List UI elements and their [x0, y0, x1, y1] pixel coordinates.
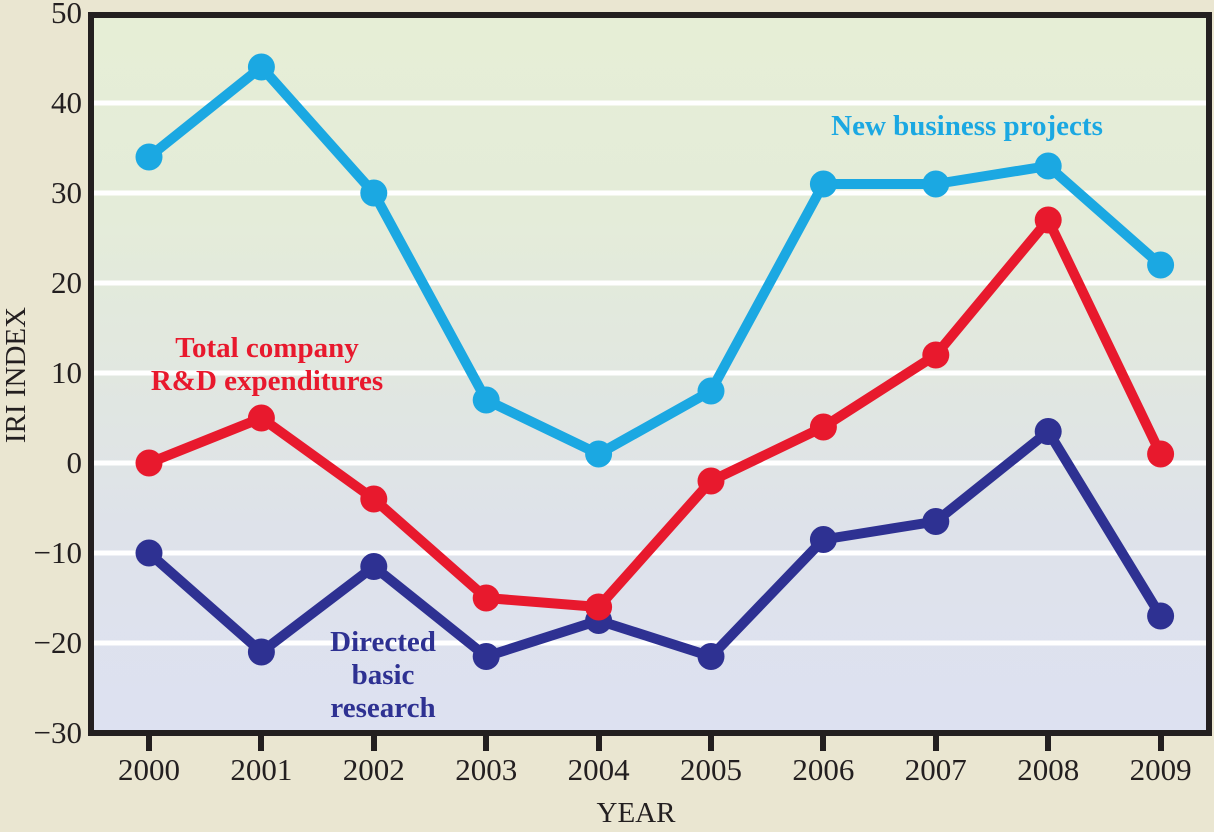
x-tick-mark-2001 [258, 736, 265, 751]
data-point-new-business-projects-2006 [809, 170, 837, 198]
data-point-new-business-projects-2000 [135, 143, 163, 171]
x-tick-mark-2009 [1157, 736, 1164, 751]
data-point-total-company-r-d-expenditures-2000 [135, 449, 163, 477]
series-line-total-company-r-d-expenditures [144, 215, 1166, 612]
x-tick-mark-2004 [595, 736, 602, 751]
data-point-new-business-projects-2003 [472, 386, 500, 414]
data-point-directed-basic-research-2006 [809, 526, 837, 553]
x-tick-label-2005: 2005 [680, 752, 742, 787]
x-tick-mark-2008 [1045, 736, 1052, 751]
data-point-directed-basic-research-2001 [247, 638, 275, 666]
x-tick-label-2000: 2000 [118, 752, 180, 787]
data-point-directed-basic-research-2003 [472, 643, 500, 670]
series-label-total-company-rd-expenditures: Total company R&D expenditures [150, 332, 384, 397]
data-point-directed-basic-research-2007 [922, 508, 950, 535]
x-tick-label-2008: 2008 [1017, 752, 1080, 787]
y-tick-label-50: 50 [51, 0, 82, 30]
y-tick-label--30: −30 [33, 715, 82, 750]
data-point-directed-basic-research-2005 [697, 643, 725, 670]
data-point-total-company-r-d-expenditures-2008 [1034, 206, 1062, 234]
series-line-new-business-projects [144, 62, 1166, 459]
data-point-total-company-r-d-expenditures-2002 [360, 485, 388, 513]
x-tick-label-2009: 2009 [1129, 752, 1192, 787]
x-tick-label-2004: 2004 [567, 752, 630, 787]
x-tick-label-2007: 2007 [904, 752, 967, 787]
data-point-total-company-r-d-expenditures-2006 [809, 413, 837, 441]
data-point-directed-basic-research-2008 [1034, 418, 1062, 445]
data-point-total-company-r-d-expenditures-2003 [472, 584, 500, 612]
x-tick-mark-2007 [932, 736, 939, 751]
data-point-total-company-r-d-expenditures-2005 [697, 467, 725, 495]
y-tick-label-10: 10 [51, 355, 82, 390]
x-tick-mark-2000 [146, 736, 152, 751]
data-point-new-business-projects-2005 [697, 377, 725, 405]
data-point-directed-basic-research-2009 [1147, 602, 1175, 630]
series-label-new-business-projects: New business projects [831, 110, 1103, 142]
data-point-directed-basic-research-2002 [360, 553, 388, 580]
data-point-total-company-r-d-expenditures-2009 [1147, 440, 1175, 468]
series-label-directed-basic-research: Directed basic research [330, 626, 436, 724]
y-tick-label-30: 30 [51, 175, 82, 210]
plot-area [88, 12, 1212, 736]
data-point-directed-basic-research-2000 [135, 539, 163, 567]
data-point-new-business-projects-2004 [585, 440, 613, 468]
x-tick-label-2006: 2006 [792, 752, 855, 787]
data-point-total-company-r-d-expenditures-2007 [922, 341, 950, 369]
data-point-total-company-r-d-expenditures-2004 [585, 593, 613, 621]
data-point-new-business-projects-2009 [1147, 251, 1175, 279]
y-tick-label-20: 20 [51, 265, 82, 300]
data-point-new-business-projects-2002 [360, 179, 388, 207]
series-line-directed-basic-research [144, 426, 1166, 662]
x-tick-mark-2006 [820, 736, 827, 751]
y-tick-label-40: 40 [51, 85, 82, 120]
x-tick-label-2001: 2001 [230, 752, 293, 787]
data-point-new-business-projects-2008 [1034, 152, 1062, 180]
data-point-new-business-projects-2007 [922, 170, 950, 198]
x-tick-label-2003: 2003 [455, 752, 518, 787]
x-tick-mark-2003 [483, 736, 490, 751]
x-tick-mark-2002 [370, 736, 377, 751]
y-tick-label--20: −20 [33, 625, 82, 660]
x-tick-mark-2005 [708, 736, 714, 751]
data-point-new-business-projects-2001 [247, 53, 275, 81]
x-tick-label-2002: 2002 [342, 752, 405, 787]
chart-canvas [94, 53, 1206, 670]
data-point-total-company-r-d-expenditures-2001 [247, 404, 275, 432]
y-tick-label--10: −10 [33, 535, 82, 570]
x-axis-title: YEAR [596, 797, 676, 829]
y-tick-label-0: 0 [66, 445, 83, 480]
